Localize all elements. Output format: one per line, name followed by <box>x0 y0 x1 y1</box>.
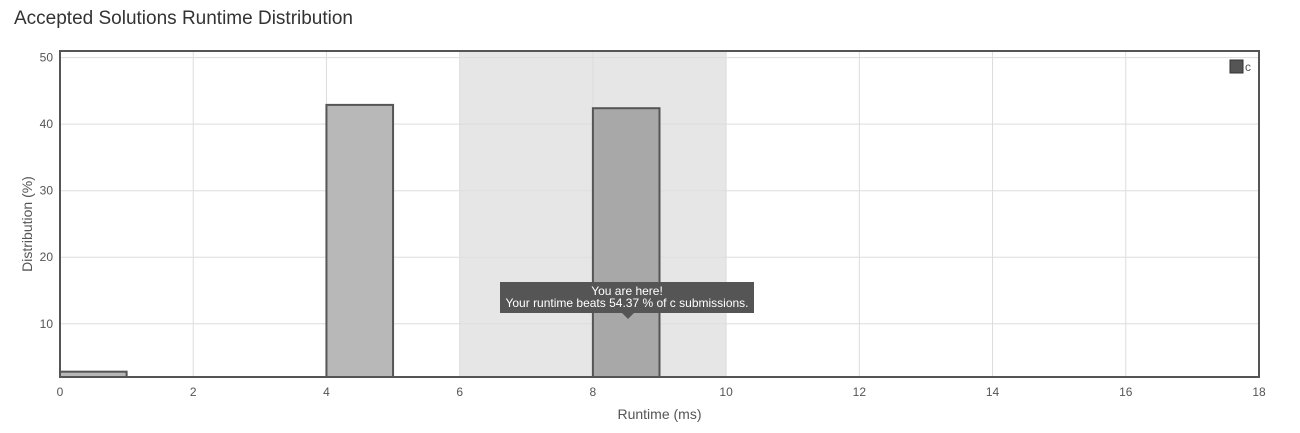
x-tick-label: 18 <box>1252 385 1266 399</box>
tooltip-line-1: You are here! <box>591 284 663 298</box>
chart-title: Accepted Solutions Runtime Distribution <box>14 8 354 29</box>
legend-swatch[interactable] <box>1229 59 1244 74</box>
tooltip-line-2: Your runtime beats 54.37 % of c submissi… <box>505 296 748 310</box>
x-tick-label: 0 <box>57 385 64 399</box>
x-tick-label: 2 <box>190 385 197 399</box>
x-tick-label: 12 <box>853 385 867 399</box>
y-tick-label: 20 <box>40 250 54 264</box>
x-tick-label: 6 <box>456 385 463 399</box>
tooltip: You are here!Your runtime beats 54.37 % … <box>500 282 754 319</box>
bar[interactable] <box>325 103 395 378</box>
y-tick-label: 50 <box>40 51 54 65</box>
x-tick-label: 16 <box>1119 385 1133 399</box>
y-tick-label: 30 <box>40 184 54 198</box>
y-axis-label: Distribution (%) <box>19 176 35 272</box>
x-tick-label: 14 <box>986 385 1000 399</box>
bar[interactable] <box>591 107 661 378</box>
x-tick-label: 8 <box>590 385 597 399</box>
x-tick-label: 4 <box>323 385 330 399</box>
tooltip-box <box>500 282 754 313</box>
tooltip-arrow <box>622 313 634 319</box>
legend[interactable]: c <box>1229 59 1251 74</box>
x-axis-label: Runtime (ms) <box>617 406 701 422</box>
y-tick-label: 40 <box>40 117 54 131</box>
plot-frame <box>59 50 1260 378</box>
x-tick-label: 10 <box>719 385 733 399</box>
y-tick-label: 10 <box>40 317 54 331</box>
legend-label[interactable]: c <box>1245 60 1251 74</box>
